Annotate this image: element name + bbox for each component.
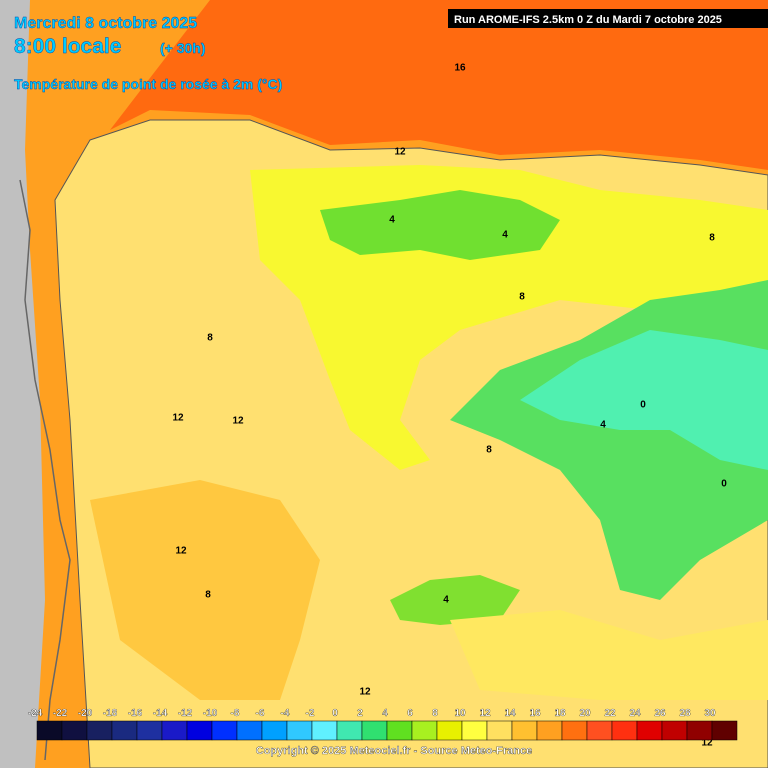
colorbar-swatch	[86, 720, 113, 741]
colorbar-tick-label: -22	[53, 708, 68, 719]
contour-label: 12	[232, 416, 244, 427]
contour-label: 12	[359, 687, 371, 698]
colorbar-swatch	[461, 720, 488, 741]
contour-label: 12	[701, 738, 713, 749]
run-box	[448, 9, 768, 28]
yellow-zone	[450, 610, 768, 700]
colorbar-swatch	[586, 720, 613, 741]
contour-label: 12	[394, 147, 406, 158]
copyright: Copyright © 2025 Meteociel.fr - Source M…	[256, 745, 532, 757]
colorbar-swatch	[511, 720, 538, 741]
colorbar-swatch	[636, 720, 663, 741]
colorbar-swatch	[336, 720, 363, 741]
colorbar-tick-label: 20	[579, 708, 591, 719]
colorbar-tick-label: 18	[554, 708, 566, 719]
colorbar-swatch	[711, 720, 738, 741]
contour-label: 4	[389, 215, 395, 226]
colorbar-tick-label: -12	[178, 708, 193, 719]
sea-warm-band	[110, 0, 768, 170]
colorbar-tick-label: 2	[357, 708, 363, 719]
colorbar-swatch	[286, 720, 313, 741]
colorbar-tick-label: 26	[654, 708, 666, 719]
colorbar-tick-label: 12	[479, 708, 491, 719]
contour-label: 8	[519, 292, 525, 303]
colorbar-swatch	[111, 720, 138, 741]
colorbar-swatch	[386, 720, 413, 741]
colorbar-tick-label: -10	[203, 708, 218, 719]
green-zone	[320, 190, 560, 260]
colorbar-swatch	[411, 720, 438, 741]
colorbar-tick-label: -20	[78, 708, 93, 719]
coastline	[19, 179, 71, 761]
colorbar-tick-label: 30	[704, 708, 716, 719]
orange-zone	[90, 480, 320, 700]
colorbar-tick-label: 16	[529, 708, 541, 719]
colorbar-tick-label: -16	[128, 708, 143, 719]
colorbar-tick-label: 22	[604, 708, 616, 719]
colorbar-tick-label: 6	[407, 708, 413, 719]
colorbar-tick-label: -14	[153, 708, 168, 719]
colorbar-swatch	[211, 720, 238, 741]
colorbar-tick-label: 24	[629, 708, 641, 719]
colorbar-tick-label: 10	[454, 708, 466, 719]
contour-label: 4	[502, 230, 508, 241]
colorbar-swatch	[136, 720, 163, 741]
time: 8:00 locale	[14, 35, 121, 58]
colorbar-tick-label: 0	[332, 708, 338, 719]
colorbar-tick-label: 4	[382, 708, 388, 719]
colorbar-swatch	[536, 720, 563, 741]
cyan-zone	[520, 330, 768, 470]
contour-label: 12	[172, 413, 184, 424]
contour-label: 4	[443, 595, 449, 606]
colorbar-swatch	[361, 720, 388, 741]
colorbar-tick-label: 14	[504, 708, 516, 719]
colorbar-tick-label: -8	[231, 708, 240, 719]
contour-label: 8	[486, 445, 492, 456]
contour-label: 4	[600, 420, 606, 431]
green-zone	[390, 575, 520, 625]
lead-time: (+ 30h)	[160, 40, 206, 56]
colorbar-tick-label: -4	[281, 708, 290, 719]
colorbar-swatch	[61, 720, 88, 741]
colorbar-swatch	[436, 720, 463, 741]
colorbar: -24 -22 -20 -18 -16 -14 -12 -10 -8 -6 -4 -2 0 2 4 6 8 10 1…	[28, 708, 738, 741]
contour-label: 16	[454, 63, 466, 74]
colorbar-swatch	[186, 720, 213, 741]
colorbar-swatch	[486, 720, 513, 741]
contour-label: 8	[205, 590, 211, 601]
colorbar-swatch	[686, 720, 713, 741]
date: Mercredi 8 octobre 2025	[14, 15, 197, 32]
contour-label: 12	[175, 546, 187, 557]
colorbar-swatch	[661, 720, 688, 741]
colorbar-swatch	[236, 720, 263, 741]
colorbar-swatch	[36, 720, 63, 741]
field-title: Température de point de rosée à 2m (°C)	[14, 76, 282, 92]
colorbar-swatch	[161, 720, 188, 741]
contour-labels: 16 12 4 4 8 8 12 12 12 0 4 8 0 8 4 12 8 12	[172, 63, 727, 749]
colorbar-swatch	[311, 720, 338, 741]
contour-label: 0	[721, 479, 727, 490]
contour-label: 8	[207, 333, 213, 344]
contour-label: 8	[709, 233, 715, 244]
run-info: Run AROME-IFS 2.5km 0 Z du Mardi 7 octob…	[454, 14, 722, 26]
colorbar-tick-label: 8	[432, 708, 438, 719]
colorbar-tick-label: -6	[256, 708, 265, 719]
colorbar-tick-label: -2	[306, 708, 315, 719]
off-domain	[0, 0, 45, 768]
contour-label: 0	[640, 400, 646, 411]
colorbar-swatch	[261, 720, 288, 741]
colorbar-tick-label: -18	[103, 708, 118, 719]
colorbar-tick-label: 28	[679, 708, 691, 719]
colorbar-swatch	[561, 720, 588, 741]
colorbar-swatch	[611, 720, 638, 741]
colorbar-tick-label: -24	[28, 708, 43, 719]
